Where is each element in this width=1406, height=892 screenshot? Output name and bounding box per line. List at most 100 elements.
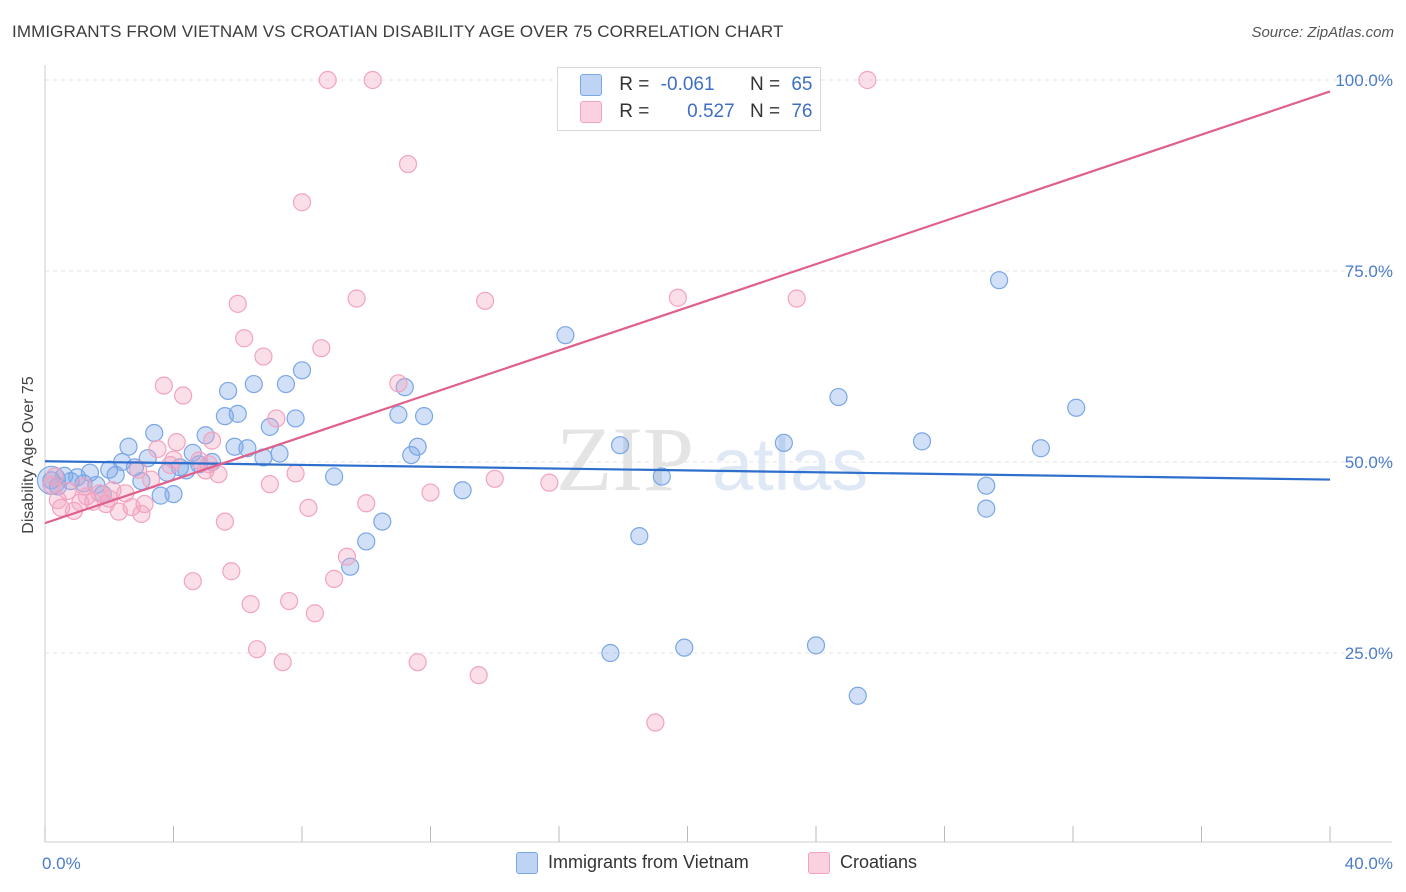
trend-line-vietnam (44, 460, 1331, 481)
y-axis-label: Disability Age Over 75 (20, 376, 37, 534)
legend-n-value: 65 (791, 74, 813, 96)
data-point-croatians (267, 409, 286, 428)
y-tick-label: 50.0% (1345, 453, 1393, 472)
data-point-croatians (286, 464, 305, 483)
data-point-croatians (476, 291, 495, 310)
data-point-croatians (787, 289, 806, 308)
data-point-croatians (167, 433, 186, 452)
data-point-croatians (389, 374, 408, 393)
data-point-croatians (247, 640, 267, 659)
legend-n-label: N = (749, 74, 781, 96)
data-point-croatians (161, 455, 180, 475)
watermark: ZIP atlas (556, 408, 868, 510)
data-point-vietnam (1031, 439, 1050, 458)
legend-n-value: 76 (791, 101, 813, 123)
data-point-vietnam (286, 409, 305, 428)
data-point-vietnam (357, 532, 376, 551)
data-point-croatians (299, 498, 318, 517)
watermark-zip: ZIP (556, 408, 694, 510)
x-tick-labels: 0.0% 40.0% (42, 854, 1393, 873)
legend-r-value: 0.527 (687, 101, 735, 123)
data-point-vietnam (675, 638, 694, 657)
data-point-croatians (408, 653, 427, 672)
x-tick-label: 40.0% (1345, 854, 1393, 873)
data-point-vietnam (408, 437, 427, 456)
legend-item-croatians: Croatians (808, 852, 917, 875)
data-point-croatians (129, 460, 148, 479)
data-point-vietnam (219, 381, 238, 401)
x-tick-label: 0.0% (42, 854, 81, 873)
data-point-vietnam (389, 405, 408, 424)
data-point-croatians (398, 154, 418, 174)
data-point-vietnam (829, 387, 848, 407)
data-point-croatians (148, 439, 167, 459)
legend-r-value: -0.061 (660, 74, 715, 96)
data-point-vietnam (453, 481, 472, 500)
y-tick-label: 100.0% (1335, 71, 1393, 90)
data-point-croatians (154, 376, 173, 395)
data-point-croatians (273, 653, 292, 672)
data-point-vietnam (373, 512, 392, 531)
data-point-croatians (74, 477, 93, 496)
legend-row-vietnam: R = -0.061 N = 65 (580, 74, 812, 100)
data-point-croatians (858, 70, 877, 90)
data-point-vietnam (601, 643, 620, 663)
data-point-vietnam (119, 437, 138, 456)
legend-r-label: R = (619, 101, 650, 123)
data-point-croatians (337, 547, 357, 566)
data-point-croatians (485, 469, 504, 488)
data-point-vietnam (183, 443, 202, 462)
legend-label-vietnam: Immigrants from Vietnam (548, 852, 749, 872)
data-point-croatians (215, 512, 234, 531)
data-point-croatians (132, 504, 151, 524)
data-point-croatians (363, 70, 382, 90)
data-point-vietnam (630, 527, 649, 546)
data-point-vietnam (556, 326, 575, 345)
axes (44, 65, 1392, 843)
source-label: Source: ZipAtlas.com (1251, 24, 1394, 41)
data-point-vietnam (325, 467, 344, 486)
data-point-vietnam (292, 361, 312, 380)
data-point-croatians (421, 483, 440, 502)
data-point-croatians (668, 288, 687, 307)
y-tick-label: 25.0% (1345, 644, 1393, 663)
legend-n-label: N = (749, 101, 781, 123)
data-point-croatians (164, 450, 183, 469)
data-point-vietnam (652, 467, 671, 486)
chart-title: IMMIGRANTS FROM VIETNAM VS CROATIAN DISA… (12, 22, 784, 41)
legend-r-label: R = (619, 74, 650, 96)
data-point-croatians (241, 595, 260, 614)
data-point-croatians (312, 339, 331, 358)
data-point-croatians (135, 494, 154, 514)
trend-line-croatians (44, 90, 1331, 525)
data-point-vietnam (806, 636, 826, 655)
data-point-vietnam (610, 436, 630, 455)
y-tick-labels: 25.0% 50.0% 75.0% 100.0% (1335, 71, 1393, 663)
data-point-vietnam (238, 439, 257, 458)
legend-row-croatians: R = 0.527 N = 76 (580, 101, 812, 127)
legend-swatch-vietnam (516, 852, 538, 875)
data-point-vietnam (414, 407, 434, 426)
legend-swatch-croatians (580, 101, 602, 123)
data-point-vietnam (977, 476, 996, 495)
data-point-croatians (228, 294, 247, 313)
data-point-vietnam (270, 444, 289, 463)
data-point-vietnam (774, 433, 793, 452)
data-point-croatians (190, 451, 209, 470)
grid-lines (45, 79, 1392, 654)
data-point-croatians (183, 572, 202, 591)
data-point-croatians (469, 666, 488, 685)
data-point-croatians (646, 713, 665, 732)
y-tick-label: 75.0% (1345, 262, 1393, 281)
data-point-croatians (174, 386, 193, 405)
data-point-vietnam (276, 374, 296, 394)
data-point-croatians (305, 604, 324, 623)
trend-lines (44, 90, 1331, 525)
data-point-croatians (202, 431, 222, 450)
data-point-croatians (357, 494, 376, 513)
data-point-vietnam (1067, 398, 1086, 417)
data-point-vietnam (164, 484, 183, 504)
data-point-croatians (318, 70, 337, 90)
watermark-atlas: atlas (712, 423, 868, 506)
